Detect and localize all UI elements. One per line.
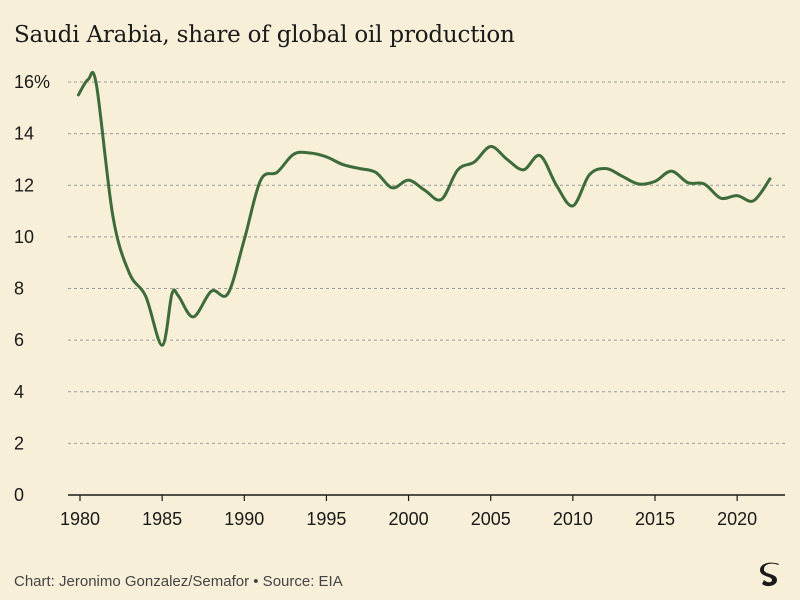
x-axis [68, 494, 785, 501]
x-tick-label: 1980 [60, 509, 100, 529]
y-tick-label: 4 [14, 382, 24, 402]
y-tick-label: 16% [14, 72, 50, 92]
x-tick-label: 2005 [471, 509, 511, 529]
x-tick-label: 2010 [553, 509, 593, 529]
x-tick-label: 2020 [717, 509, 757, 529]
y-tick-label: 10 [14, 227, 34, 247]
y-tick-labels: 0 2 4 6 8 10 12 14 16% [14, 72, 50, 505]
x-tick-labels: 1980 1985 1990 1995 2000 2005 2010 2015 2020 [60, 509, 757, 529]
chart-title: Saudi Arabia, share of global oil produc… [14, 22, 515, 48]
y-tick-label: 12 [14, 175, 34, 195]
grid-lines [68, 81, 785, 444]
y-tick-label: 6 [14, 330, 24, 350]
y-tick-label: 8 [14, 279, 24, 299]
x-tick-label: 1990 [224, 509, 264, 529]
x-tick-label: 2000 [389, 509, 429, 529]
x-tick-label: 1995 [306, 509, 346, 529]
y-tick-label: 0 [14, 485, 24, 505]
y-tick-label: 2 [14, 433, 24, 453]
x-tick-label: 1985 [142, 509, 182, 529]
series-line [76, 70, 772, 347]
y-tick-label: 14 [14, 124, 34, 144]
semafor-logo-icon [760, 562, 779, 587]
chart-source-credit: Chart: Jeronimo Gonzalez/Semafor • Sourc… [14, 573, 343, 590]
x-tick-label: 2015 [635, 509, 675, 529]
